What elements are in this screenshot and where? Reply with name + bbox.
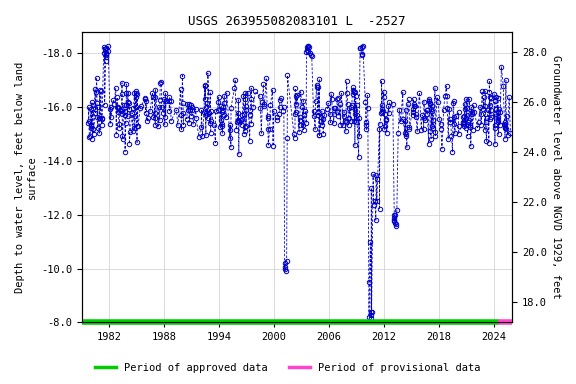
- Title: USGS 263955082083101 L  -2527: USGS 263955082083101 L -2527: [188, 15, 406, 28]
- Legend: Period of approved data, Period of provisional data: Period of approved data, Period of provi…: [91, 359, 485, 377]
- Y-axis label: Groundwater level above NGVD 1929, feet: Groundwater level above NGVD 1929, feet: [551, 55, 561, 299]
- Y-axis label: Depth to water level, feet below land
surface: Depth to water level, feet below land su…: [15, 61, 37, 293]
